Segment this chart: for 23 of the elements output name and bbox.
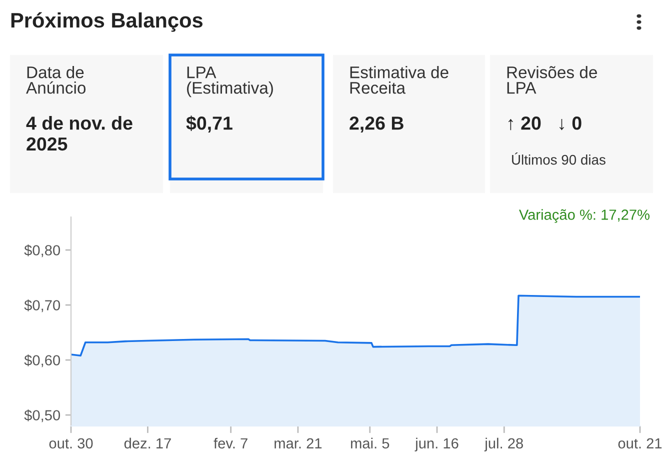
- y-tick-label: $0,70: [24, 299, 60, 312]
- x-tick-label: fev. 7: [214, 438, 248, 449]
- text: $0,71: [186, 116, 232, 132]
- annotation: Variação %: 17,27%: [519, 209, 650, 223]
- text: 4 de nov. de 2025: [26, 116, 132, 151]
- x-tick-label: mai. 5: [351, 438, 390, 449]
- x-tick-label: out. 21: [618, 438, 662, 449]
- text: 2,26 B: [350, 116, 404, 132]
- text: Estimativa de Receita: [350, 66, 448, 94]
- text: Revisões de LPA: [507, 66, 597, 94]
- x-tick-label: mar. 21: [274, 438, 322, 449]
- x-tick-label: jul. 28: [484, 438, 523, 452]
- y-tick-label: $0,60: [24, 354, 60, 368]
- y-tick-label: $0,80: [24, 244, 60, 258]
- text: Últimos 90 dias: [512, 152, 606, 165]
- text: LPA (Estimativa): [187, 66, 273, 98]
- text: Próximos Balanços: [11, 12, 203, 32]
- text: ↑ 20 ↓ 0: [508, 116, 582, 130]
- text: Data de Anúncio: [26, 66, 86, 94]
- x-tick-label: dez. 17: [124, 438, 171, 449]
- x-tick-label: out. 30: [49, 438, 93, 449]
- y-tick-label: $0,50: [24, 409, 60, 422]
- x-tick-label: jun. 16: [414, 438, 458, 452]
